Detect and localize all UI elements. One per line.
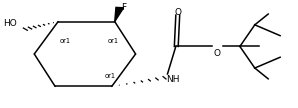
- Polygon shape: [115, 7, 124, 22]
- Text: HO: HO: [3, 19, 17, 28]
- Text: F: F: [122, 3, 127, 12]
- Text: O: O: [213, 49, 221, 59]
- Text: or1: or1: [104, 73, 115, 79]
- Text: or1: or1: [60, 38, 71, 44]
- Text: NH: NH: [166, 75, 180, 84]
- Text: O: O: [175, 8, 182, 17]
- Text: or1: or1: [108, 38, 119, 44]
